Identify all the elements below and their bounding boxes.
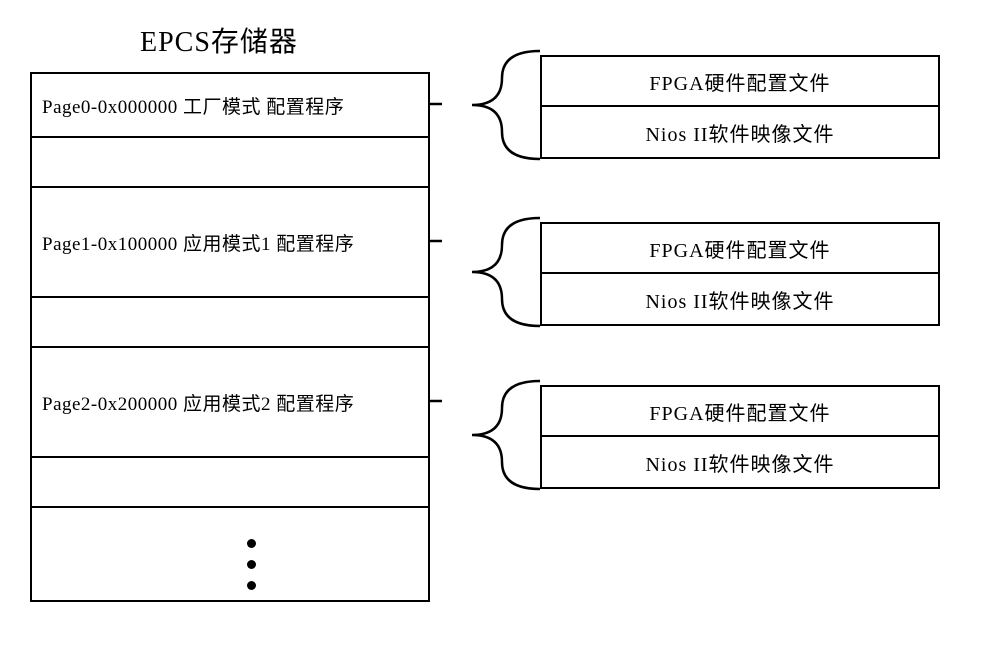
epcs-title: EPCS存储器 bbox=[140, 20, 298, 60]
brace-path bbox=[472, 51, 540, 159]
detail-box: FPGA硬件配置文件 Nios II软件映像文件 bbox=[540, 55, 940, 159]
detail-box: FPGA硬件配置文件 Nios II软件映像文件 bbox=[540, 222, 940, 326]
dot-icon bbox=[247, 581, 256, 590]
detail-row: FPGA硬件配置文件 bbox=[542, 57, 938, 107]
page-row-1: Page1-0x100000 应用模式1 配置程序 bbox=[32, 188, 428, 298]
brace-icon bbox=[432, 45, 542, 165]
brace-path bbox=[472, 381, 540, 489]
brace-path bbox=[472, 218, 540, 326]
ellipsis-dots bbox=[247, 539, 256, 590]
page-label: Page1-0x100000 应用模式1 配置程序 bbox=[42, 229, 354, 256]
epcs-memory-container: Page0-0x000000 工厂模式 配置程序 Page1-0x100000 … bbox=[30, 72, 430, 602]
brace-icon bbox=[432, 375, 542, 495]
spacer-row bbox=[32, 138, 428, 188]
detail-group-2: FPGA硬件配置文件 Nios II软件映像文件 bbox=[540, 385, 940, 489]
page-row-0: Page0-0x000000 工厂模式 配置程序 bbox=[32, 74, 428, 138]
spacer-row bbox=[32, 458, 428, 508]
dot-icon bbox=[247, 560, 256, 569]
detail-row: FPGA硬件配置文件 bbox=[542, 224, 938, 274]
detail-box: FPGA硬件配置文件 Nios II软件映像文件 bbox=[540, 385, 940, 489]
detail-row: Nios II软件映像文件 bbox=[542, 437, 938, 487]
detail-row: Nios II软件映像文件 bbox=[542, 107, 938, 157]
detail-group-1: FPGA硬件配置文件 Nios II软件映像文件 bbox=[540, 222, 940, 326]
detail-row: Nios II软件映像文件 bbox=[542, 274, 938, 324]
spacer-row bbox=[32, 298, 428, 348]
brace-icon bbox=[432, 212, 542, 332]
detail-row: FPGA硬件配置文件 bbox=[542, 387, 938, 437]
page-label: Page2-0x200000 应用模式2 配置程序 bbox=[42, 389, 354, 416]
page-row-2: Page2-0x200000 应用模式2 配置程序 bbox=[32, 348, 428, 458]
detail-group-0: FPGA硬件配置文件 Nios II软件映像文件 bbox=[540, 55, 940, 159]
page-label: Page0-0x000000 工厂模式 配置程序 bbox=[42, 92, 344, 119]
dot-icon bbox=[247, 539, 256, 548]
